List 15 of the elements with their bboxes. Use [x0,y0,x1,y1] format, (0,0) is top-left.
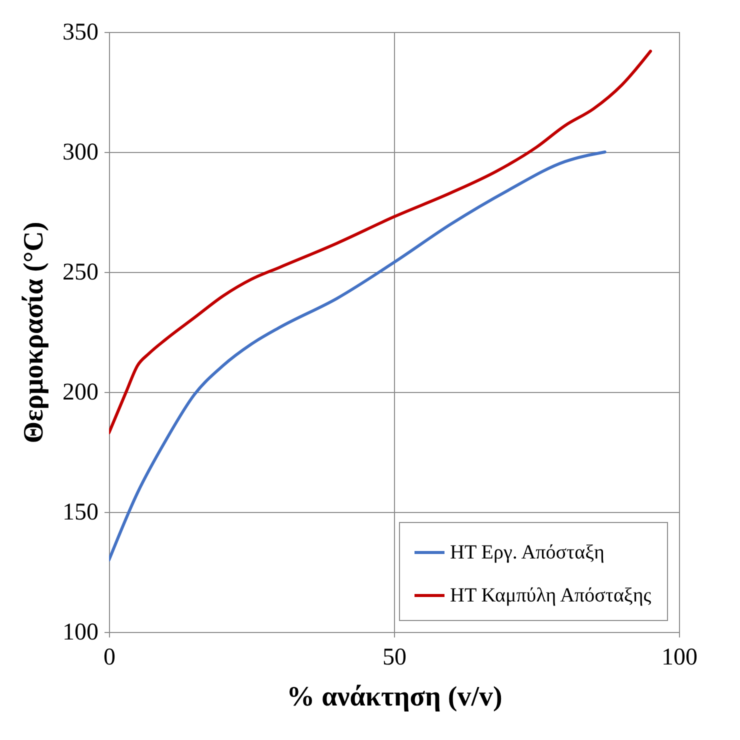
x-axis-title: % ανάκτηση (v/v) [286,682,502,712]
y-tick-label: 150 [62,500,98,526]
x-tick-label: 100 [662,644,698,670]
line-series [109,150,606,562]
y-tick-label: 250 [62,260,98,286]
legend-label: ΗΤ Καμπύλη Απόσταξης [450,584,652,606]
y-tick-label: 100 [62,620,98,646]
y-tick-label: 200 [62,380,98,406]
legend-label: ΗΤ Εργ. Απόσταξη [450,542,604,564]
y-tick-label: 350 [62,20,98,46]
x-tick-label: 0 [104,644,116,670]
line-series [109,50,652,434]
y-axis-title: Θερμοκρασία (°C) [18,222,50,444]
y-tick-label: 300 [62,140,98,166]
x-tick-label: 50 [382,644,406,670]
